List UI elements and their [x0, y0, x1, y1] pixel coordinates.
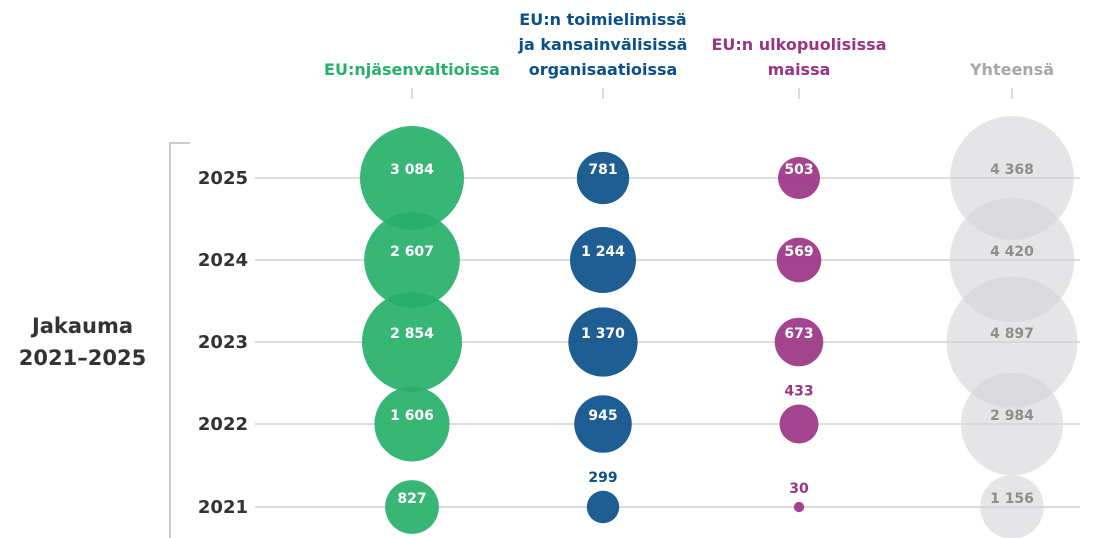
bubble — [776, 237, 822, 283]
value-label: 3 084 — [390, 162, 434, 178]
column-header: EU:njäsenvaltioissa — [324, 60, 500, 79]
column-header: Yhteensä — [969, 60, 1055, 79]
value-label: 299 — [588, 470, 617, 486]
y-tick-label: 2025 — [198, 168, 248, 189]
bubble — [779, 404, 819, 444]
value-label: 433 — [784, 384, 813, 400]
bubble — [946, 276, 1078, 408]
value-label: 827 — [397, 491, 426, 507]
column-header: EU:n toimielimissä ja kansainvälisissä o… — [518, 10, 688, 79]
column-header: EU:n ulkopuolisissa maissa — [711, 35, 887, 79]
bubble — [793, 501, 805, 513]
value-label: 569 — [784, 244, 813, 260]
bubble — [960, 372, 1064, 476]
value-label: 781 — [588, 162, 617, 178]
bubble — [576, 151, 630, 205]
value-label: 2 984 — [990, 408, 1034, 424]
bubble — [361, 291, 463, 393]
chart-title: Jakauma 2021–2025 — [18, 314, 147, 370]
value-label: 4 420 — [990, 244, 1034, 260]
y-tick-label: 2023 — [198, 332, 248, 353]
bubble — [777, 156, 821, 200]
value-label: 1 244 — [581, 244, 625, 260]
value-label: 1 606 — [390, 408, 434, 424]
value-label: 673 — [784, 326, 813, 342]
value-label: 2 854 — [390, 326, 434, 342]
value-label: 4 897 — [990, 326, 1034, 342]
y-tick-label: 2021 — [198, 497, 248, 518]
bubble — [774, 317, 824, 367]
value-label: 2 607 — [390, 244, 434, 260]
bubble — [586, 490, 620, 524]
bracket — [169, 142, 190, 538]
value-label: 30 — [789, 481, 809, 497]
y-tick-label: 2024 — [198, 250, 248, 271]
value-label: 4 368 — [990, 162, 1034, 178]
bubble — [568, 307, 638, 377]
bubble — [385, 480, 439, 534]
bubble — [574, 395, 632, 453]
bubble — [980, 475, 1044, 538]
bubble — [364, 212, 460, 308]
value-label: 503 — [784, 162, 813, 178]
y-tick-label: 2022 — [198, 414, 248, 435]
bubble — [569, 226, 637, 294]
bubble — [360, 126, 464, 230]
value-label: 1 370 — [581, 326, 625, 342]
value-label: 945 — [588, 408, 617, 424]
bubble — [374, 386, 450, 462]
value-label: 1 156 — [990, 491, 1034, 507]
